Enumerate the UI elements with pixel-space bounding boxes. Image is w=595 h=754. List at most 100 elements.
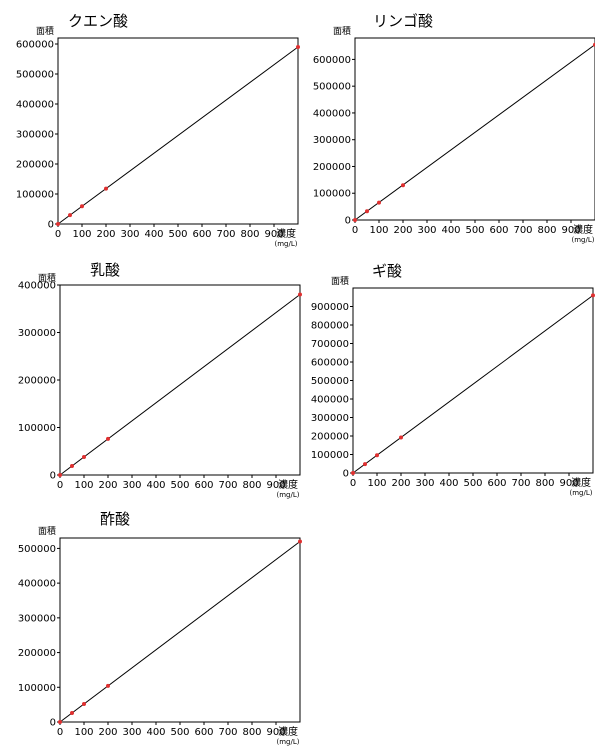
y-tick-label: 100000 [311, 450, 349, 461]
y-tick-label: 0 [50, 471, 56, 482]
x-tick-label: 200 [98, 480, 117, 491]
x-tick-label: 300 [122, 727, 141, 738]
x-tick-label: 700 [218, 727, 237, 738]
x-tick-label: 800 [240, 229, 259, 240]
x-tick-label: 400 [146, 727, 165, 738]
regression-line [59, 294, 301, 476]
x-tick-label: 200 [393, 225, 412, 236]
x-axis-label: 濃度 [278, 725, 298, 738]
x-axis-label: 濃度 [276, 227, 296, 240]
y-tick-label: 600000 [311, 358, 349, 369]
y-tick-label: 500000 [311, 376, 349, 387]
x-tick-label: 500 [465, 225, 484, 236]
regression-line [57, 46, 299, 225]
data-point [106, 683, 110, 688]
data-point [353, 218, 357, 222]
x-axis-label: 濃度 [278, 478, 298, 491]
x-tick-label: 600 [489, 225, 508, 236]
y-tick-label: 200000 [18, 376, 56, 387]
y-axis-label: 面積 [333, 25, 351, 37]
chart-title: ギ酸 [372, 262, 402, 280]
y-tick-label: 900000 [311, 302, 349, 313]
data-point [401, 183, 405, 188]
y-tick-label: 100000 [16, 190, 54, 201]
x-tick-label: 900 [264, 229, 283, 240]
data-point [58, 473, 62, 477]
data-point [399, 435, 403, 440]
y-tick-label: 300000 [311, 413, 349, 424]
y-tick-label: 100000 [18, 423, 56, 434]
x-tick-label: 700 [218, 480, 237, 491]
y-tick-label: 0 [50, 718, 56, 729]
x-tick-label: 900 [561, 225, 580, 236]
y-tick-label: 300000 [18, 328, 56, 339]
x-tick-label: 100 [369, 225, 388, 236]
data-point [80, 204, 84, 209]
x-tick-label: 500 [168, 229, 187, 240]
data-point [82, 454, 86, 459]
y-tick-label: 400000 [18, 579, 56, 590]
y-tick-label: 400000 [313, 108, 351, 119]
y-tick-label: 100000 [18, 683, 56, 694]
y-tick-label: 200000 [16, 160, 54, 171]
x-axis-unit: (mg/L) [277, 491, 300, 499]
x-tick-label: 800 [535, 478, 554, 489]
x-tick-label: 0 [57, 727, 63, 738]
data-point [106, 436, 110, 441]
x-axis-label: 濃度 [573, 223, 593, 236]
x-tick-label: 600 [192, 229, 211, 240]
x-tick-label: 100 [367, 478, 386, 489]
x-tick-label: 900 [266, 480, 285, 491]
data-point [351, 471, 355, 475]
y-tick-label: 200000 [311, 432, 349, 443]
x-tick-label: 300 [120, 229, 139, 240]
data-point [68, 213, 72, 218]
y-tick-label: 400000 [311, 395, 349, 406]
x-tick-label: 200 [98, 727, 117, 738]
x-tick-label: 500 [170, 727, 189, 738]
y-tick-label: 100000 [313, 189, 351, 200]
x-tick-label: 200 [391, 478, 410, 489]
y-axis-label: 面積 [38, 525, 56, 537]
chart-title: リンゴ酸 [373, 12, 433, 30]
x-tick-label: 400 [439, 478, 458, 489]
x-tick-label: 200 [96, 229, 115, 240]
y-tick-label: 0 [343, 469, 349, 480]
x-tick-label: 0 [55, 229, 61, 240]
data-point [363, 462, 367, 467]
data-point [104, 186, 108, 191]
data-point [56, 222, 60, 226]
x-tick-label: 400 [441, 225, 460, 236]
data-point [70, 463, 74, 468]
regression-line [352, 294, 594, 474]
x-tick-label: 100 [74, 480, 93, 491]
y-tick-label: 400000 [16, 100, 54, 111]
y-tick-label: 500000 [313, 82, 351, 93]
y-tick-label: 800000 [311, 321, 349, 332]
x-axis-unit: (mg/L) [572, 236, 595, 244]
data-point [70, 710, 74, 715]
x-tick-label: 400 [146, 480, 165, 491]
chart-title: 乳酸 [90, 261, 120, 279]
x-tick-label: 300 [417, 225, 436, 236]
data-point [591, 293, 595, 298]
x-tick-label: 600 [194, 727, 213, 738]
data-point [82, 701, 86, 706]
y-axis-label: 面積 [331, 275, 349, 287]
y-tick-label: 300000 [18, 613, 56, 624]
x-tick-label: 600 [194, 480, 213, 491]
data-point [298, 539, 302, 544]
y-tick-label: 700000 [311, 339, 349, 350]
y-axis-label: 面積 [38, 272, 56, 284]
x-tick-label: 600 [487, 478, 506, 489]
regression-line [59, 541, 301, 723]
x-tick-label: 800 [242, 480, 261, 491]
x-tick-label: 500 [463, 478, 482, 489]
x-tick-label: 0 [350, 478, 356, 489]
plot-frame [354, 37, 595, 221]
x-axis-label: 濃度 [571, 476, 591, 489]
